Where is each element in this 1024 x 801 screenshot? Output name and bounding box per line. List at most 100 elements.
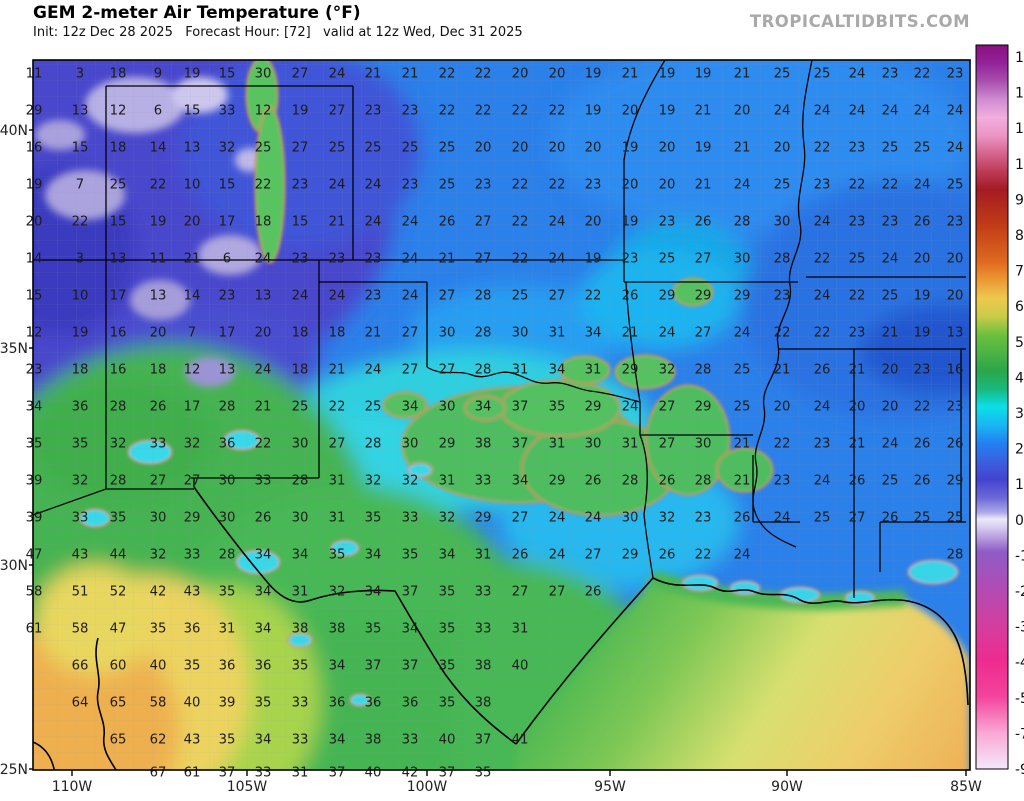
label: 47	[26, 548, 43, 563]
label: 30	[219, 511, 236, 526]
label: 36	[329, 696, 346, 711]
label: 35	[439, 696, 456, 711]
label: -90	[1015, 762, 1024, 778]
label: 34	[365, 548, 382, 563]
label: 27	[549, 585, 566, 600]
label: 27	[695, 252, 712, 267]
label: 26	[849, 474, 866, 489]
label: 43	[184, 733, 201, 748]
label: 27	[659, 437, 676, 452]
label: 90	[1015, 192, 1024, 208]
label: 11	[26, 67, 43, 82]
label: 35N	[0, 341, 28, 357]
label: 30	[292, 511, 309, 526]
label: 58	[26, 585, 43, 600]
label: 30	[1015, 406, 1024, 422]
label: 36	[365, 696, 382, 711]
label: 90W	[771, 779, 803, 795]
label: 35	[365, 622, 382, 637]
label: 9	[154, 67, 162, 82]
label: 35	[402, 548, 419, 563]
label: 34	[255, 733, 272, 748]
label: 23	[849, 326, 866, 341]
label: 36	[255, 659, 272, 674]
label: 29	[184, 511, 201, 526]
label: 23	[219, 289, 236, 304]
label: 30	[402, 437, 419, 452]
label: 33	[402, 511, 419, 526]
label: 34	[402, 400, 419, 415]
label: 19	[659, 67, 676, 82]
label: 24	[882, 104, 899, 119]
label: 24	[292, 289, 309, 304]
label: 24	[365, 178, 382, 193]
label: 28	[110, 474, 127, 489]
label: 33	[150, 437, 167, 452]
label: 21	[329, 363, 346, 378]
label: 20	[475, 141, 492, 156]
label: 24	[882, 252, 899, 267]
label: 17	[219, 215, 236, 230]
label: 21	[365, 67, 382, 82]
label: 15	[110, 215, 127, 230]
label: 25	[882, 289, 899, 304]
label: 29	[475, 511, 492, 526]
label: 35	[549, 400, 566, 415]
label: 6	[154, 104, 162, 119]
label: 25	[439, 178, 456, 193]
label: 20	[849, 400, 866, 415]
label: 23	[947, 215, 964, 230]
label: 19	[585, 67, 602, 82]
label: 24	[622, 400, 639, 415]
label: 27	[849, 511, 866, 526]
label: 32	[402, 474, 419, 489]
label: 25	[439, 141, 456, 156]
label: 21	[882, 326, 899, 341]
label: 3	[76, 252, 84, 267]
label: 38	[475, 696, 492, 711]
label: 22	[849, 178, 866, 193]
label: 19	[72, 326, 89, 341]
label: 25	[365, 141, 382, 156]
label: 24	[814, 104, 831, 119]
label: 24	[659, 326, 676, 341]
label: 28	[475, 363, 492, 378]
label: 66	[72, 659, 89, 674]
label: 31	[475, 548, 492, 563]
label: 15	[219, 67, 236, 82]
label: 39	[26, 511, 43, 526]
label: 34	[475, 400, 492, 415]
label: -30	[1015, 620, 1024, 636]
label: 21	[734, 67, 751, 82]
label: 40	[1015, 370, 1024, 386]
label: 24	[365, 215, 382, 230]
label: 26	[914, 474, 931, 489]
label: 25	[734, 400, 751, 415]
label: 35	[72, 437, 89, 452]
label: 24	[914, 104, 931, 119]
label: 23	[365, 289, 382, 304]
label: 23	[292, 178, 309, 193]
label: 19	[184, 67, 201, 82]
label: 13	[150, 289, 167, 304]
label: 25	[774, 178, 791, 193]
label: 25	[947, 511, 964, 526]
label: 20	[549, 67, 566, 82]
label: 35	[439, 659, 456, 674]
label: 28	[292, 474, 309, 489]
label: 25	[849, 252, 866, 267]
label: 130	[1015, 50, 1024, 66]
label: 20	[26, 215, 43, 230]
label: 31	[329, 474, 346, 489]
label: 24	[774, 511, 791, 526]
label: -50	[1015, 691, 1024, 707]
label: 31	[549, 437, 566, 452]
label: 39	[26, 474, 43, 489]
label: 28	[622, 474, 639, 489]
label: 100W	[407, 779, 448, 795]
label: 27	[695, 326, 712, 341]
label: 30	[255, 67, 272, 82]
label: 21	[329, 215, 346, 230]
label: 10	[184, 178, 201, 193]
label: 40	[184, 696, 201, 711]
